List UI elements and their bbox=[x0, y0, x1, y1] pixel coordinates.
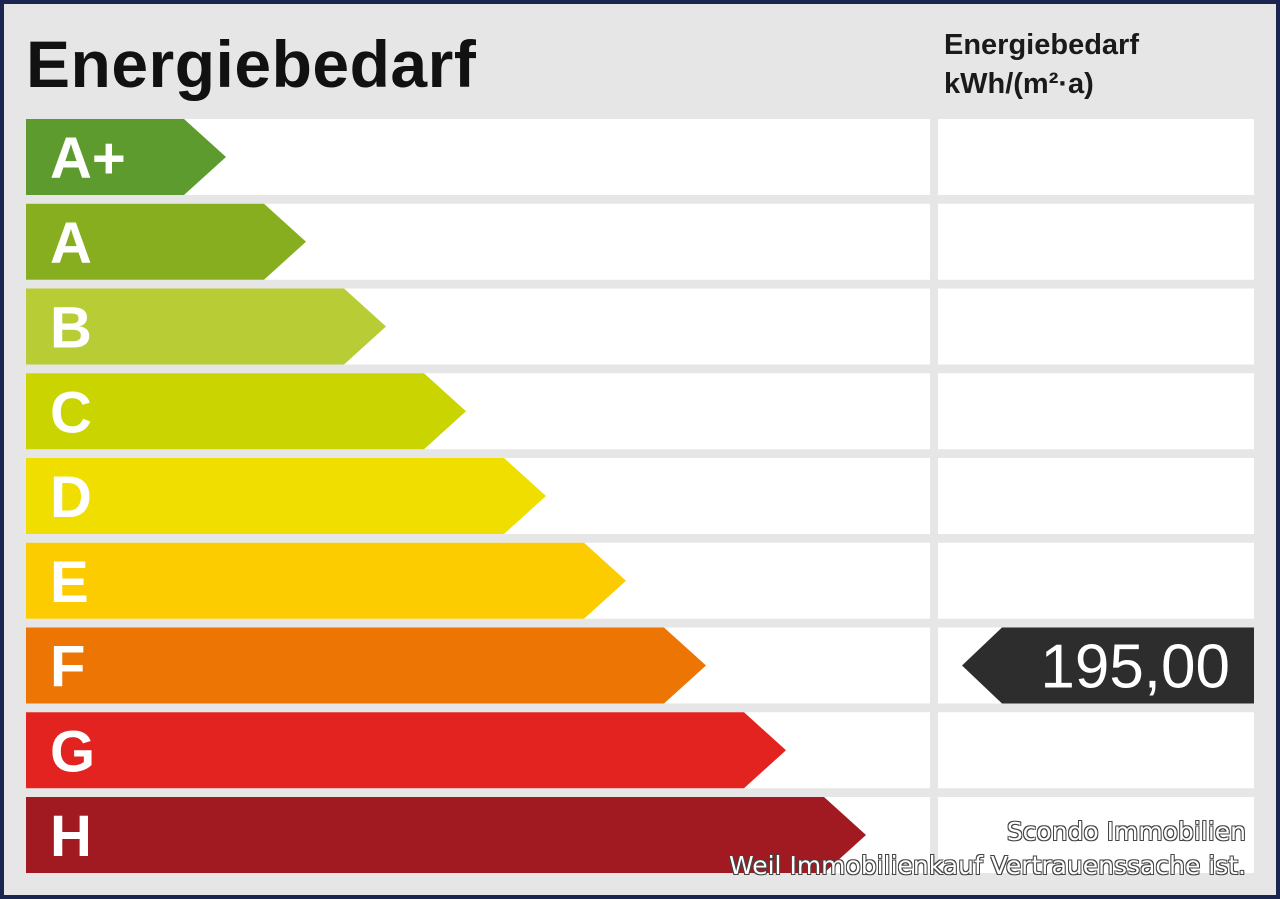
energy-class-label-h: H bbox=[50, 804, 92, 869]
energy-class-arrow-b bbox=[26, 288, 386, 365]
energy-class-arrow-f bbox=[26, 627, 706, 704]
watermark-line-2: Weil Immobilienkauf Vertrauenssache ist. bbox=[728, 851, 1246, 880]
energy-class-label-c: C bbox=[50, 380, 92, 445]
value-cell-a-plus bbox=[938, 119, 1254, 195]
value-cell-a bbox=[938, 203, 1254, 280]
unit-header-line-2: kWh/(m²·a) bbox=[944, 68, 1094, 100]
value-cell-d bbox=[938, 458, 1254, 534]
value-marker-label: 195,00 bbox=[1040, 633, 1230, 702]
value-cell-g bbox=[938, 712, 1254, 789]
energy-class-label-e: E bbox=[50, 550, 89, 615]
value-cell-b bbox=[938, 288, 1254, 365]
chart-title: Energiebedarf bbox=[26, 27, 477, 101]
energy-class-arrow-a-plus bbox=[26, 119, 226, 195]
energy-class-label-a: A bbox=[50, 211, 92, 276]
value-cell-c bbox=[938, 373, 1254, 450]
energy-class-arrow-c bbox=[26, 373, 466, 450]
value-cell-h bbox=[938, 797, 1254, 873]
energy-class-label-b: B bbox=[50, 296, 92, 361]
energy-class-arrow-a bbox=[26, 203, 306, 280]
energy-class-arrow-h bbox=[26, 797, 866, 873]
energy-class-arrow-e bbox=[26, 542, 626, 619]
watermark-line-1: Scondo Immobilien bbox=[1006, 817, 1246, 846]
energy-class-label-f: F bbox=[50, 635, 85, 700]
energy-class-label-a-plus: A+ bbox=[50, 126, 126, 191]
watermark: Scondo Immobilien Weil Immobilienkauf Ve… bbox=[729, 815, 1246, 883]
value-marker bbox=[962, 627, 1254, 704]
energy-class-label-d: D bbox=[50, 465, 92, 530]
energy-class-label-g: G bbox=[50, 719, 95, 784]
unit-header-line-1: Energiebedarf bbox=[944, 29, 1139, 61]
energy-class-arrow-d bbox=[26, 458, 546, 534]
unit-header: Energiebedarf kWh/(m²·a) bbox=[944, 26, 1139, 104]
value-cell-e bbox=[938, 542, 1254, 619]
energy-class-arrow-g bbox=[26, 712, 786, 789]
